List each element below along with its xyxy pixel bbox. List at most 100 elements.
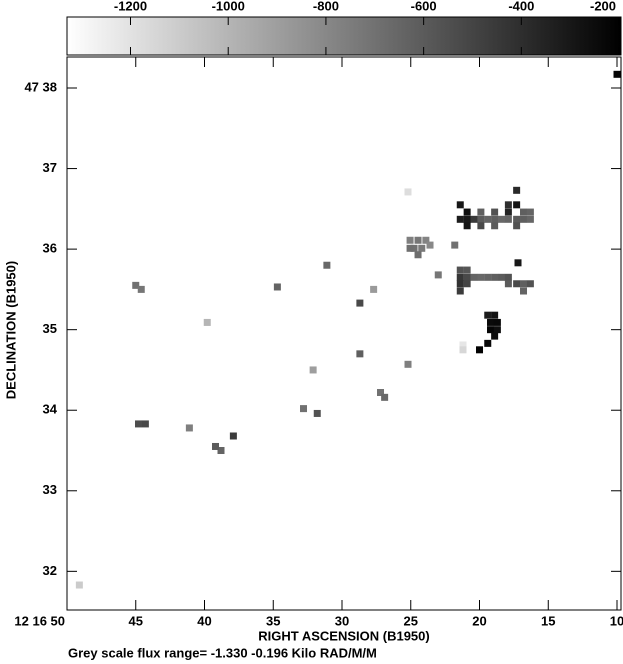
image-pixel xyxy=(132,281,140,289)
image-pixel xyxy=(504,208,512,216)
image-pixel xyxy=(491,311,499,319)
image-pixel xyxy=(477,222,485,230)
colorbar-tick-label: -400 xyxy=(508,0,534,13)
image-pixel xyxy=(414,251,422,259)
image-pixel xyxy=(404,188,412,196)
image-pixel xyxy=(513,222,521,230)
image-pixel xyxy=(513,186,521,194)
image-pixel xyxy=(470,215,478,223)
plot-frame xyxy=(66,56,622,611)
image-pixel xyxy=(203,318,211,326)
colorbar-tick-label: -1200 xyxy=(114,0,147,13)
image-pixel xyxy=(491,222,499,230)
image-pixel xyxy=(410,244,418,252)
colorbar xyxy=(66,16,622,56)
image-pixel xyxy=(476,346,484,354)
image-pixel xyxy=(477,215,485,223)
image-pixel xyxy=(456,287,464,295)
image-pixel xyxy=(377,389,385,397)
x-tick-label: 25 xyxy=(404,613,418,628)
y-tick-label: 32 xyxy=(43,563,57,578)
image-pixel xyxy=(526,208,534,216)
image-pixel xyxy=(484,215,492,223)
x-axis-label: RIGHT ASCENSION (B1950) xyxy=(258,628,429,643)
image-pixel xyxy=(426,241,434,249)
image-pixel xyxy=(504,273,512,281)
image-pixel xyxy=(493,326,501,334)
image-pixel xyxy=(520,208,528,216)
image-pixel xyxy=(484,311,492,319)
image-pixel xyxy=(513,201,521,209)
image-pixel xyxy=(520,215,528,223)
image-pixel xyxy=(613,70,621,78)
image-pixel xyxy=(504,215,512,223)
image-pixel xyxy=(414,236,422,244)
image-pixel xyxy=(451,241,459,249)
x-tick-label: 15 xyxy=(541,613,555,628)
image-pixel xyxy=(514,259,522,267)
colorbar-tick-label: -200 xyxy=(590,0,616,13)
image-pixel xyxy=(229,432,237,440)
image-pixel xyxy=(498,273,506,281)
y-axis-label: DECLINATION (B1950) xyxy=(3,261,18,399)
image-pixel xyxy=(463,222,471,230)
image-pixel xyxy=(493,318,501,326)
y-tick-label: 34 xyxy=(43,402,58,417)
y-tick-label: 36 xyxy=(43,241,57,256)
colorbar-tick-label: -600 xyxy=(411,0,437,13)
image-pixel xyxy=(456,273,464,281)
image-pixel xyxy=(356,350,364,358)
image-pixel xyxy=(477,273,485,281)
image-pixel xyxy=(513,215,521,223)
image-pixel xyxy=(300,405,308,413)
image-pixel xyxy=(212,442,220,450)
image-pixel xyxy=(404,360,412,368)
image-pixel xyxy=(137,285,145,293)
image-pixel xyxy=(141,420,149,428)
image-pixel xyxy=(463,273,471,281)
y-tick-label: 47 38 xyxy=(24,79,57,94)
image-pixel xyxy=(504,201,512,209)
image-pixel xyxy=(513,280,521,288)
image-pixel xyxy=(456,201,464,209)
image-pixel xyxy=(491,215,499,223)
image-pixel xyxy=(470,273,478,281)
image-pixel xyxy=(406,244,414,252)
image-pixel xyxy=(273,283,281,291)
image-pixel xyxy=(356,299,364,307)
image-pixel xyxy=(520,287,528,295)
image-pixel xyxy=(526,280,534,288)
image-pixel xyxy=(313,409,321,417)
colorbar-tick-label: -800 xyxy=(313,0,339,13)
x-tick-label: 45 xyxy=(129,613,143,628)
image-pixel xyxy=(463,280,471,288)
image-pixel xyxy=(456,266,464,274)
image-pixel xyxy=(185,424,193,432)
image-pixel xyxy=(75,581,83,589)
image-pixel xyxy=(477,208,485,216)
image-pixel xyxy=(418,244,426,252)
image-pixel xyxy=(456,215,464,223)
image-pixel xyxy=(309,366,317,374)
image-pixel xyxy=(459,341,467,349)
x-tick-label: 35 xyxy=(266,613,280,628)
image-pixel xyxy=(484,339,492,347)
image-pixel xyxy=(323,261,331,269)
x-tick-label: 10 xyxy=(610,613,623,628)
image-pixel xyxy=(491,332,499,340)
image-pixel xyxy=(463,215,471,223)
image-pixel xyxy=(135,420,143,428)
image-pixel xyxy=(456,280,464,288)
x-tick-label: 20 xyxy=(472,613,486,628)
image-pixel xyxy=(487,326,495,334)
image-pixel xyxy=(491,273,499,281)
image-pixel xyxy=(498,215,506,223)
image-pixel xyxy=(422,236,430,244)
image-pixel xyxy=(381,393,389,401)
image-pixel xyxy=(217,447,225,455)
y-tick-label: 37 xyxy=(43,160,57,175)
x-tick-label: 40 xyxy=(197,613,211,628)
x-tick-label: 12 16 50 xyxy=(14,613,65,628)
image-pixel xyxy=(484,273,492,281)
image-pixel xyxy=(434,271,442,279)
